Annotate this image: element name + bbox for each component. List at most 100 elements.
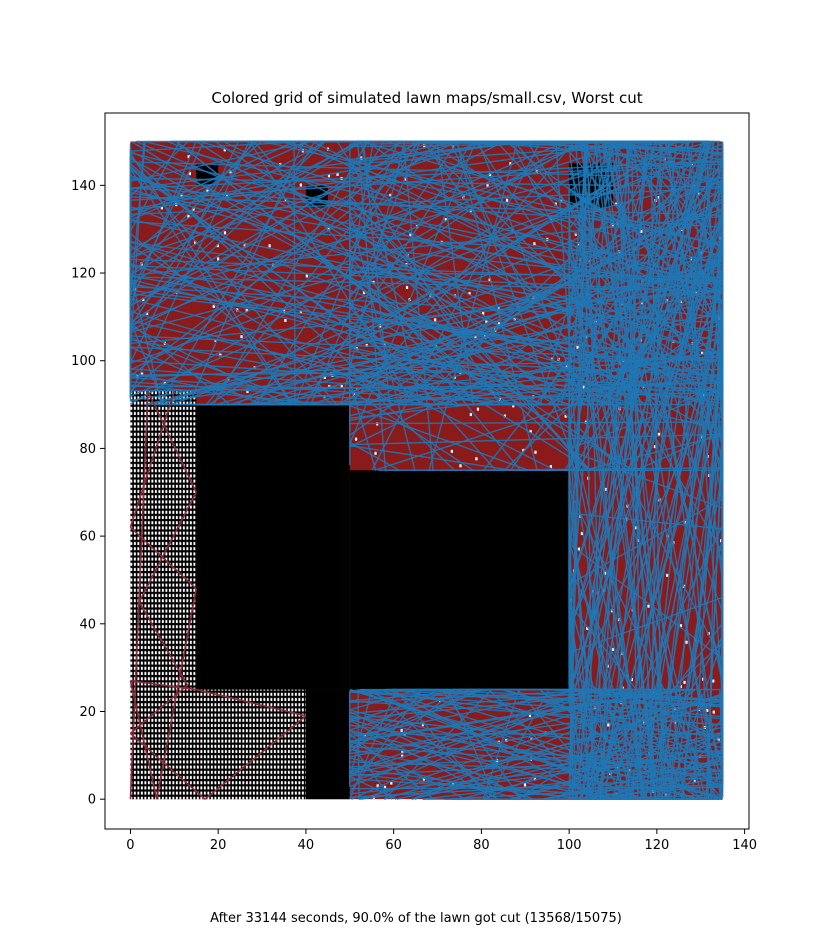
uncut-cell [513,317,516,321]
path-segment [248,140,678,406]
y-tick-label: 100 [71,354,96,369]
path-segment [568,141,638,229]
caption: After 33144 seconds, 90.0% of the lawn g… [210,911,622,926]
path-segment [568,141,708,403]
uncut-cell [586,626,589,630]
path-segment [349,380,377,471]
path-segment [488,689,597,800]
y-tick-label: 120 [71,267,96,282]
path-segment [487,689,550,800]
uncut-cell [474,335,477,339]
path-segment [349,211,416,471]
uncut-cell [712,710,715,714]
x-tick-label: 60 [385,838,402,853]
uncut-cell [657,196,660,200]
uncut-cell [389,193,392,197]
path-segment [568,389,723,450]
path-segment [436,141,475,405]
uncut-cell [640,301,644,305]
uncut-cell [533,777,536,781]
path-segment [129,526,197,590]
path-segment [130,339,497,406]
path-segment [366,140,724,387]
x-tick-label: 140 [732,838,757,853]
path-segment [402,141,434,471]
uncut-cell [268,244,271,248]
uncut-cell [497,322,501,326]
path-segment [626,141,724,251]
path-segment [130,161,723,180]
uncut-cell [212,304,215,308]
path-segment [349,141,459,299]
uncut-cell [450,449,453,453]
uncut-cell [717,738,720,742]
obstacle [305,689,350,800]
y-tick-label: 140 [71,179,96,194]
uncut-cell [488,173,492,177]
path-segment [349,174,724,411]
uncut-cell [327,174,331,178]
path-segment [349,140,567,234]
path-segment [649,141,724,464]
path-segment [349,246,723,286]
x-tick-label: 20 [210,838,227,853]
path-segment [569,163,723,175]
path-segment [349,141,385,197]
uncut-cell [640,230,643,234]
uncut-cell [160,206,163,210]
uncut-cell [529,429,532,433]
uncut-cell [336,172,339,176]
path-segment [543,769,723,800]
path-segment [145,275,723,406]
uncut-cell [468,292,471,296]
path-segment [351,688,596,800]
path-segment [129,320,165,405]
uncut-cell [405,285,409,289]
uncut-cell [719,539,723,543]
uncut-cell [476,407,480,411]
path-segment [568,485,577,800]
path-segment [138,601,189,686]
path-segment [130,140,443,377]
path-segment [130,310,451,406]
path-segment [349,688,456,723]
path-segment [421,688,723,718]
uncut-cell [401,754,404,758]
path-segment [204,715,307,800]
uncut-cell [574,232,577,236]
y-tick-label: 20 [79,705,96,720]
uncut-cell [505,198,509,202]
path-segment [349,433,723,446]
path-segment [581,141,724,376]
path-segment [657,141,724,340]
path-segment [612,269,724,800]
path-segment [349,140,568,296]
path-segment [130,336,309,406]
y-axis: 0 20 40 60 80 100 120 140 [71,179,105,808]
uncut-cell [509,162,512,166]
uncut-cell [340,385,343,389]
path-segment [323,380,723,406]
path-segment [349,405,529,472]
path-segment [130,140,532,190]
uncut-cell [488,278,491,282]
path-segment [129,141,205,295]
path-segment [568,368,724,701]
uncut-cell [712,679,715,683]
y-tick-label: 80 [79,442,96,457]
uncut-cell [522,448,525,452]
path-segment [612,141,724,472]
path-segment [568,273,704,800]
path-segment [188,141,305,405]
path-segment [516,688,689,800]
uncut-cell [206,188,209,192]
x-axis: 0 20 40 60 80 100 120 140 [126,829,757,853]
path-segment [349,745,723,772]
path-segment [281,140,723,294]
path-segment [635,430,723,471]
x-tick-label: 40 [298,838,315,853]
uncut-region [196,689,306,800]
path-segment [349,198,623,471]
uncut-cell [706,708,709,712]
